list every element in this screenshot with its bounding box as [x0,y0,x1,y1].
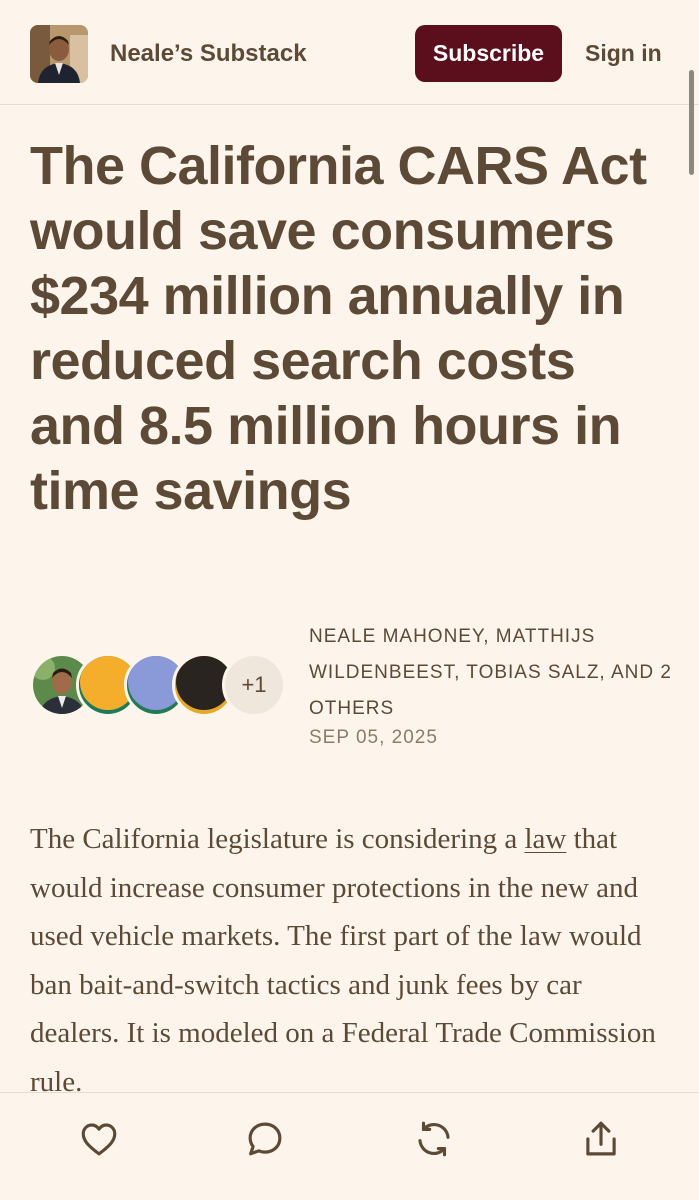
scrollbar[interactable] [689,70,694,175]
restack-button[interactable] [412,1119,456,1163]
share-button[interactable] [579,1119,623,1163]
publication-logo[interactable] [30,25,88,83]
bottom-action-bar [0,1092,699,1200]
author-avatars[interactable]: +1 [30,653,290,717]
post-date: SEP 05, 2025 [309,727,438,748]
comment-button[interactable] [243,1119,287,1163]
restack-icon [413,1118,455,1165]
sign-in-link[interactable]: Sign in [585,40,662,66]
share-icon [580,1118,622,1165]
more-authors-badge[interactable]: +1 [222,653,286,717]
body-text-rest: that would increase consumer protections… [30,823,656,1098]
heart-icon [78,1118,120,1165]
publication-name[interactable]: Neale’s Substack [110,40,307,67]
body-text-start: The California legislature is considerin… [30,823,525,855]
post-title: The California CARS Act would save consu… [30,136,647,521]
law-link[interactable]: law [524,823,567,855]
top-header: Neale’s Substack Subscribe Sign in [0,0,699,105]
author-avatar-photo[interactable] [30,653,94,717]
post-body: The California legislature is considerin… [30,815,670,1106]
subscribe-button[interactable]: Subscribe [415,25,562,82]
like-button[interactable] [77,1119,121,1163]
comment-icon [244,1118,286,1165]
author-names[interactable]: NEALE MAHONEY, MATTHIJS WILDENBEEST, TOB… [309,626,672,719]
